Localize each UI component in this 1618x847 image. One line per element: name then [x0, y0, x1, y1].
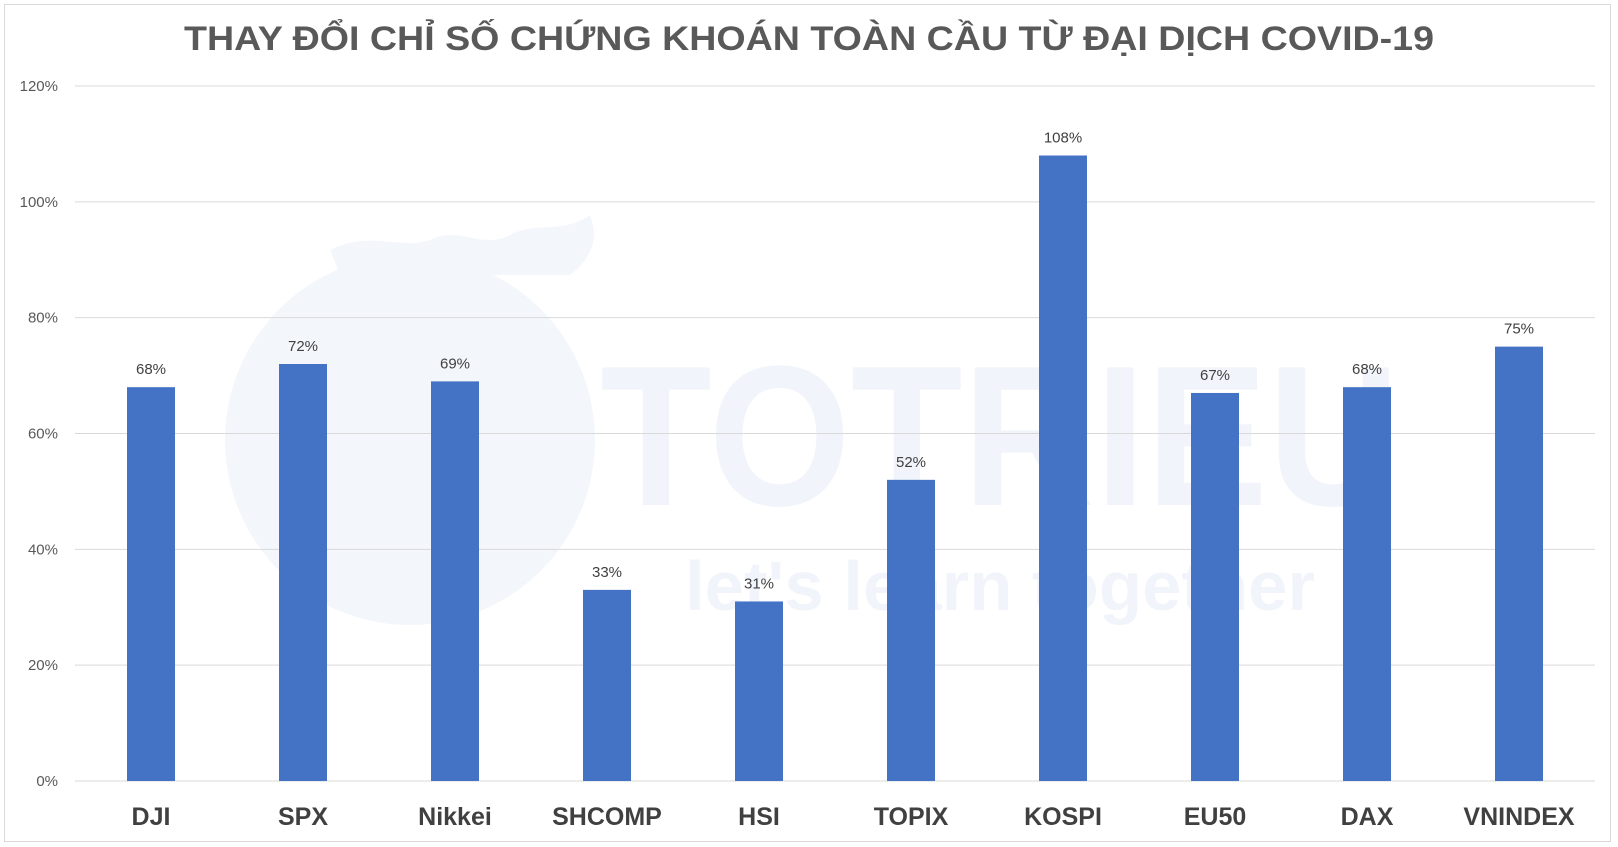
bar-topix — [887, 479, 935, 781]
bar-eu50 — [1191, 392, 1239, 781]
bar-dax — [1343, 387, 1391, 781]
chart-title: THAY ĐỔI CHỈ SỐ CHỨNG KHOÁN TOÀN CẦU TỪ … — [184, 19, 1434, 58]
data-label: 52% — [896, 454, 926, 471]
gridlines — [75, 85, 1595, 782]
data-label: 33% — [592, 564, 622, 581]
bar-shcomp — [583, 589, 631, 781]
y-tick-label: 0% — [36, 773, 58, 790]
data-label: 31% — [744, 575, 774, 592]
data-label: 69% — [440, 355, 470, 372]
data-labels: 68% 72% 69% 33% 31% 52% 108% 67% 68% 75% — [136, 130, 1534, 593]
x-tick-label: VNINDEX — [1463, 803, 1574, 831]
data-label: 72% — [288, 338, 318, 355]
x-tick-label: DJI — [132, 803, 171, 831]
data-label: 68% — [136, 361, 166, 378]
bar-hsi — [735, 601, 783, 781]
bar-vnindex — [1495, 346, 1543, 781]
bar-kospi — [1039, 155, 1087, 781]
watermark-brand: TOTRIEU — [600, 325, 1400, 548]
y-axis: 0% 20% 40% 60% 80% 100% 120% — [20, 78, 58, 790]
y-tick-label: 100% — [20, 194, 58, 211]
bars — [127, 155, 1543, 781]
watermark-flame-crest — [330, 215, 594, 275]
x-tick-label: TOPIX — [874, 803, 949, 831]
data-label: 68% — [1352, 361, 1382, 378]
bar-nikkei — [431, 381, 479, 781]
x-axis: DJI SPX Nikkei SHCOMP HSI TOPIX KOSPI EU50 DAX VN… — [132, 803, 1575, 831]
y-tick-label: 80% — [28, 310, 58, 327]
data-label: 108% — [1044, 130, 1082, 147]
data-label: 75% — [1504, 321, 1534, 338]
x-tick-label: Nikkei — [418, 803, 492, 831]
bar-spx — [279, 364, 327, 781]
y-tick-label: 40% — [28, 541, 58, 558]
x-tick-label: KOSPI — [1024, 803, 1102, 831]
y-tick-label: 60% — [28, 426, 58, 443]
x-tick-label: SPX — [278, 803, 328, 831]
y-tick-label: 120% — [20, 78, 58, 95]
bar-dji — [127, 387, 175, 781]
y-tick-label: 20% — [28, 657, 58, 674]
x-tick-label: HSI — [738, 803, 780, 831]
x-tick-label: DAX — [1341, 803, 1394, 831]
data-label: 67% — [1200, 367, 1230, 384]
x-tick-label: SHCOMP — [552, 803, 662, 831]
x-tick-label: EU50 — [1184, 803, 1247, 831]
